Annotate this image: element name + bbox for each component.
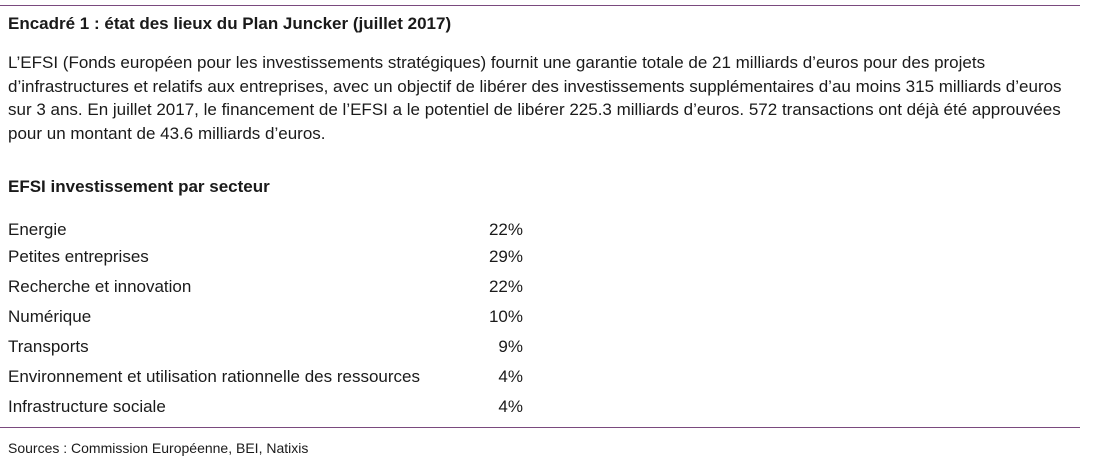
sector-label: Environnement et utilisation rationnelle…: [8, 366, 421, 386]
intro-paragraph: L’EFSI (Fonds européen pour les investis…: [8, 53, 1062, 143]
table-row: Infrastructure sociale 4%: [8, 391, 523, 421]
table-row: Environnement et utilisation rationnelle…: [8, 361, 523, 391]
sector-share: 22%: [488, 219, 523, 239]
sector-share: 22%: [488, 276, 523, 296]
sector-share: 29%: [488, 246, 523, 266]
sector-label: Infrastructure sociale: [8, 396, 166, 416]
sector-label: Recherche et innovation: [8, 276, 192, 296]
box-title: Encadré 1 : état des lieux du Plan Junck…: [8, 14, 452, 33]
sector-label: Numérique: [8, 306, 92, 326]
sector-share: 4%: [498, 366, 523, 386]
sector-label: Petites entreprises: [8, 246, 149, 266]
sector-share: 9%: [498, 336, 523, 356]
sector-table: Energie 22% Petites entreprises 29% Rech…: [8, 217, 523, 421]
top-divider: [0, 5, 1080, 6]
table-row: Transports 9%: [8, 331, 523, 361]
bottom-divider: [0, 427, 1080, 428]
sector-share: 10%: [488, 306, 523, 326]
table-row: Energie 22%: [8, 217, 523, 241]
sector-label: Energie: [8, 219, 67, 239]
table-row: Recherche et innovation 22%: [8, 271, 523, 301]
table-row: Petites entreprises 29%: [8, 241, 523, 271]
sector-share: 4%: [498, 396, 523, 416]
table-row: Numérique 10%: [8, 301, 523, 331]
source-note: Sources : Commission Européenne, BEI, Na…: [8, 440, 309, 456]
sector-table-title: EFSI investissement par secteur: [8, 177, 270, 196]
sector-label: Transports: [8, 336, 89, 356]
